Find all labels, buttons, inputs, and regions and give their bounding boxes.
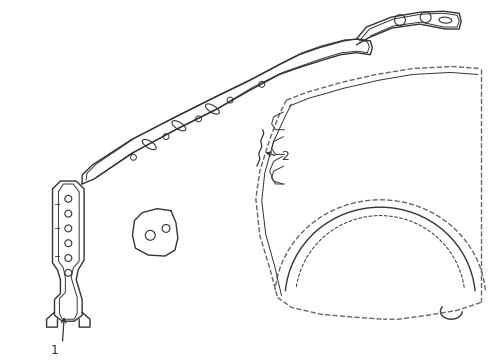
Text: 1: 1	[50, 344, 58, 357]
Text: 2: 2	[281, 150, 289, 163]
